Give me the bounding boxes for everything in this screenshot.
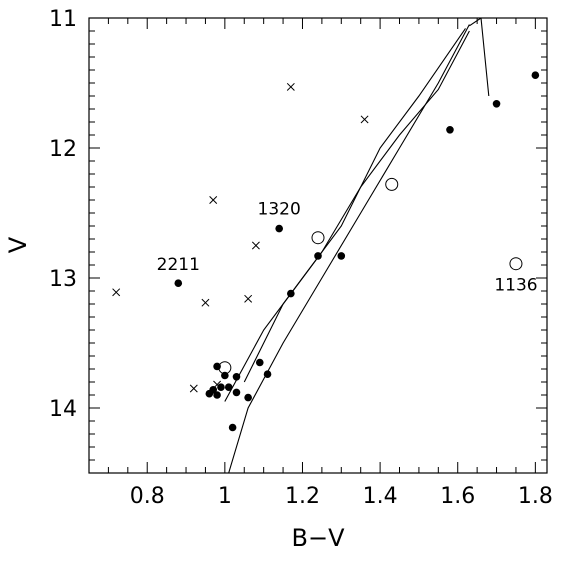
cross-point	[209, 196, 218, 204]
isochrone-curve-2	[243, 30, 470, 383]
isochrone-curve-1	[224, 28, 466, 402]
point-annotations: 2211 1320 1136	[157, 200, 538, 296]
filled-point	[314, 252, 322, 260]
axis-ticks	[88, 17, 547, 474]
data-points	[112, 71, 540, 432]
filled-point	[174, 279, 183, 288]
filled-point	[287, 289, 295, 298]
filled-point	[213, 391, 221, 399]
open-point	[509, 257, 523, 271]
isochrone-curve-0	[228, 24, 470, 473]
filled-point	[224, 383, 233, 392]
cross-point	[360, 115, 369, 124]
x-tick-label: 1	[218, 484, 232, 509]
filled-point	[228, 423, 237, 432]
filled-point	[255, 358, 264, 367]
open-point	[218, 361, 232, 375]
filled-point	[275, 224, 283, 233]
filled-point	[492, 100, 501, 108]
isochrone-curves	[224, 18, 490, 473]
open-point	[311, 231, 325, 245]
filled-point	[232, 373, 241, 381]
filled-point	[209, 386, 218, 394]
plot-frame	[88, 17, 548, 474]
x-tick-label: 1.4	[363, 484, 398, 509]
cross-point	[112, 288, 121, 297]
x-tick-label: 1.8	[518, 484, 553, 509]
open-point	[385, 177, 399, 191]
filled-point	[446, 126, 454, 134]
filled-point	[337, 252, 346, 260]
cross-point	[286, 82, 295, 91]
cross-point	[201, 298, 210, 307]
x-tick-label: 0.8	[130, 484, 165, 509]
cross-point	[251, 241, 260, 250]
cross-point	[244, 294, 253, 303]
x-axis-label: B−V	[292, 524, 346, 552]
filled-point	[244, 393, 252, 402]
cross-point	[213, 380, 222, 389]
y-axis-label: V	[4, 236, 32, 253]
annotation-label: 1136	[494, 276, 537, 296]
filled-point	[217, 383, 225, 392]
x-tick-label: 1.6	[440, 484, 475, 509]
y-tick-label: 13	[49, 267, 77, 292]
filled-point	[263, 370, 272, 379]
filled-point	[232, 388, 241, 397]
y-tick-label: 12	[49, 137, 77, 162]
x-tick-label: 1.2	[285, 484, 320, 509]
annotation-label: 1320	[258, 200, 301, 220]
annotation-label: 2211	[157, 255, 200, 275]
tick-labels: 0.8 1 1.2 1.4 1.6 1.8 11 12 13 14	[49, 7, 553, 509]
filled-point	[531, 71, 540, 79]
y-tick-label: 11	[49, 7, 77, 32]
cross-point	[189, 384, 198, 393]
isochrone-curve-3	[469, 18, 490, 97]
y-tick-label: 14	[49, 397, 77, 422]
